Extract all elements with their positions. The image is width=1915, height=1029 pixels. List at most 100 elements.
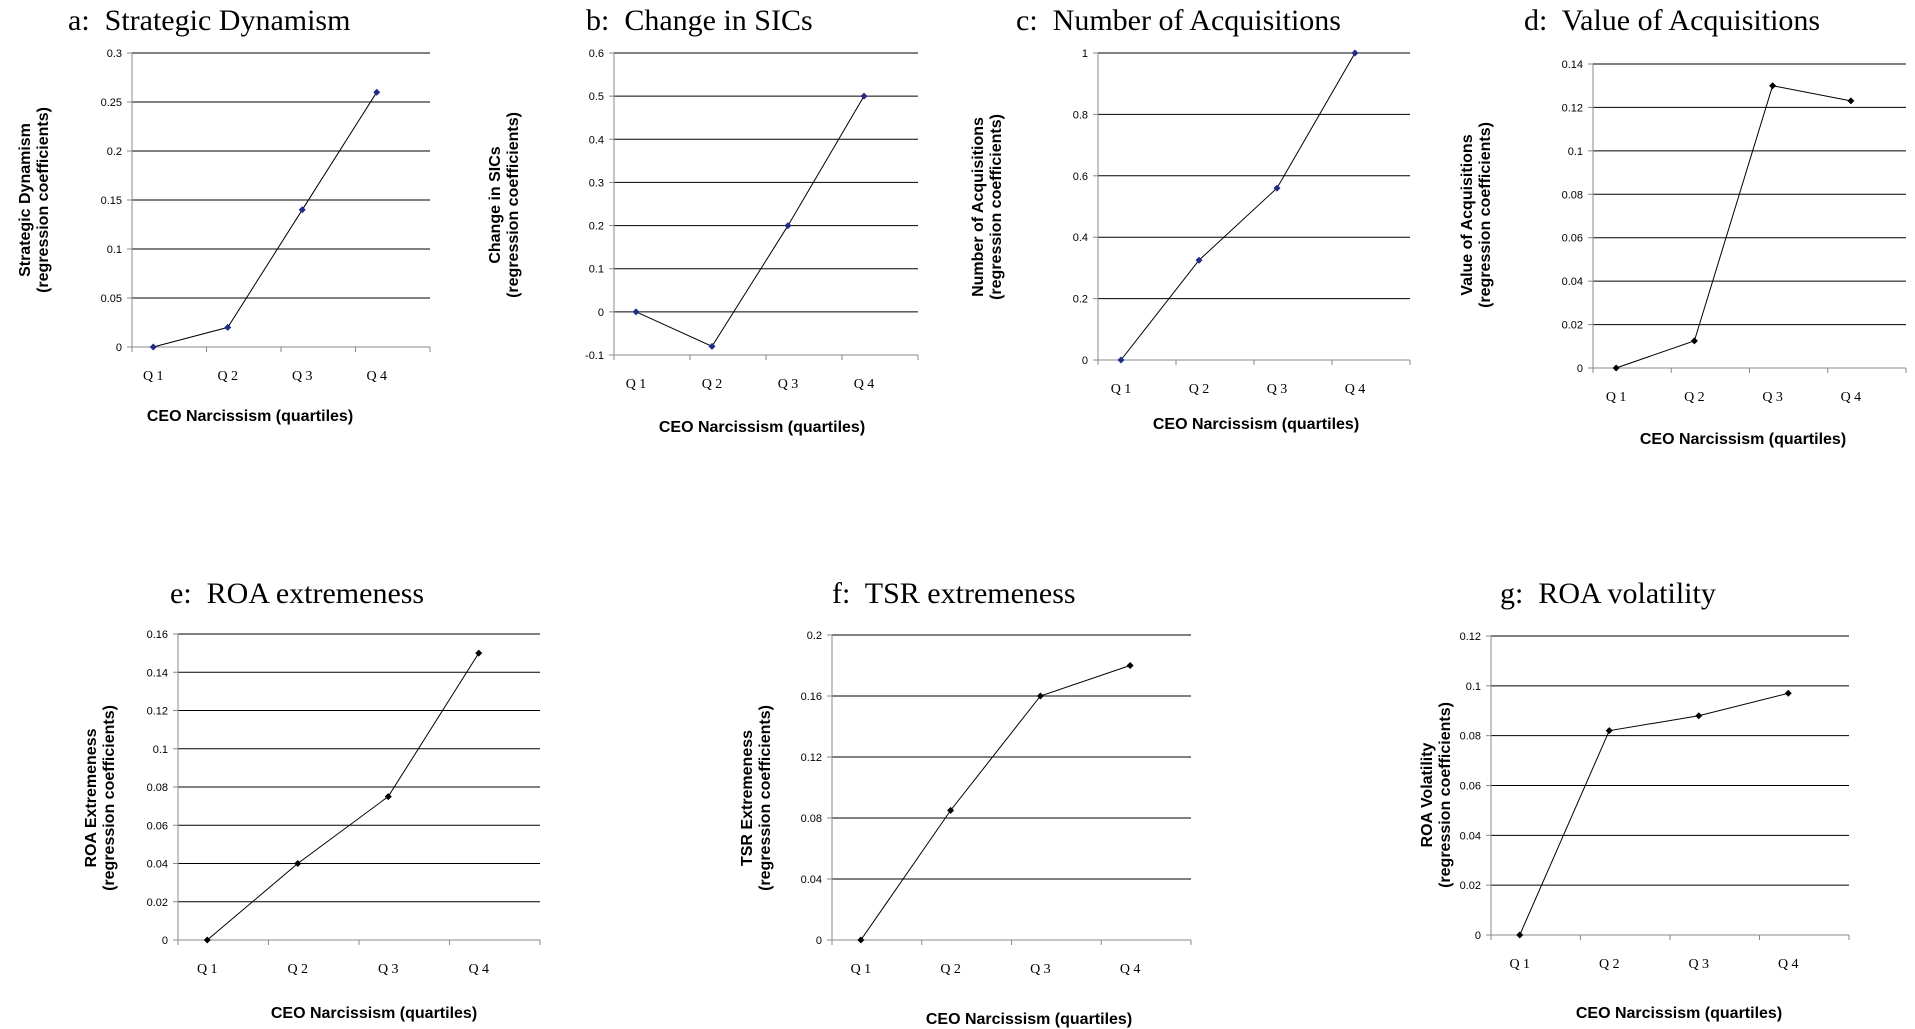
y-tick-label: 0 bbox=[1082, 355, 1088, 367]
y-tick-label: 0.12 bbox=[1562, 102, 1583, 114]
data-point bbox=[632, 308, 640, 316]
y-tick-label: 0.15 bbox=[101, 195, 122, 207]
y-axis-title-line: (regression coefficients) bbox=[988, 114, 1005, 300]
data-point bbox=[1847, 97, 1855, 105]
y-tick-label: 0.1 bbox=[107, 244, 122, 256]
y-tick-label: 0.2 bbox=[107, 146, 122, 158]
x-tick-label: Q 4 bbox=[1345, 382, 1366, 397]
y-tick-label: 0.2 bbox=[807, 630, 822, 642]
chart-panel-1: a: Strategic Dynamism 0 0.05 0.1 0.15 0.2 0.25… bbox=[17, 4, 431, 425]
y-tick-label: 0.08 bbox=[147, 782, 168, 794]
y-tick-label: 0.2 bbox=[589, 221, 604, 233]
y-axis-title: Number of Acquisitions(regression coeffi… bbox=[970, 114, 1005, 300]
y-tick-label: 0.1 bbox=[153, 744, 168, 756]
x-tick-label: Q 4 bbox=[1841, 390, 1862, 405]
x-tick-label: Q 3 bbox=[778, 377, 799, 392]
x-tick-label: Q 3 bbox=[1688, 957, 1709, 972]
y-axis-title-line: (regression coefficients) bbox=[1437, 702, 1454, 888]
x-tick-label: Q 1 bbox=[1509, 957, 1530, 972]
series-line bbox=[635, 95, 865, 348]
data-point bbox=[1126, 662, 1134, 669]
y-tick-label: 0.08 bbox=[801, 813, 822, 825]
x-tick-label: Q 1 bbox=[851, 962, 872, 977]
data-point bbox=[1273, 184, 1281, 192]
y-tick-label: 0.06 bbox=[1562, 233, 1583, 245]
y-tick-label: 0 bbox=[816, 935, 822, 947]
x-tick-label: Q 3 bbox=[1762, 390, 1783, 405]
x-tick-label: Q 2 bbox=[702, 377, 723, 392]
y-tick-label: 0.2 bbox=[1073, 294, 1088, 306]
y-tick-label: 0.14 bbox=[1562, 59, 1583, 71]
data-point bbox=[298, 206, 306, 214]
x-tick-label: Q 4 bbox=[1778, 957, 1799, 972]
x-tick-label: Q 2 bbox=[287, 962, 308, 977]
x-axis-title: CEO Narcissism (quartiles) bbox=[1640, 431, 1846, 448]
data-point bbox=[860, 92, 868, 100]
series-line bbox=[860, 665, 1131, 941]
x-tick-label: Q 2 bbox=[1684, 390, 1705, 405]
y-tick-label: 0.1 bbox=[1466, 681, 1481, 693]
y-axis-title-line: (regression coefficients) bbox=[35, 107, 52, 293]
data-point bbox=[1605, 727, 1613, 735]
y-tick-label: 0.4 bbox=[1073, 232, 1088, 244]
y-axis-title: ROA Extremeness(regression coefficients) bbox=[83, 705, 118, 891]
series-line bbox=[1120, 52, 1356, 361]
y-tick-label: 0.3 bbox=[589, 177, 604, 189]
data-point bbox=[149, 343, 157, 351]
x-tick-label: Q 1 bbox=[1606, 390, 1627, 405]
data-point bbox=[1769, 82, 1777, 90]
y-axis-title-line: Value of Acquisitions bbox=[1459, 134, 1476, 295]
data-point bbox=[373, 88, 381, 96]
y-tick-label: 0.4 bbox=[589, 134, 604, 146]
data-point bbox=[1117, 356, 1125, 364]
chart-title: d: Value of Acquisitions bbox=[1524, 4, 1820, 37]
x-tick-label: Q 4 bbox=[468, 962, 489, 977]
chart-title: b: Change in SICs bbox=[586, 4, 813, 37]
y-tick-label: 0.08 bbox=[1460, 731, 1481, 743]
data-point bbox=[947, 806, 955, 814]
y-tick-label: 0.16 bbox=[147, 629, 168, 641]
y-tick-label: 0.3 bbox=[107, 48, 122, 60]
y-tick-label: 0 bbox=[1577, 363, 1583, 375]
y-axis-title: ROA Volatility(regression coefficients) bbox=[1419, 702, 1454, 888]
x-tick-label: Q 3 bbox=[378, 962, 399, 977]
x-tick-label: Q 2 bbox=[1599, 957, 1620, 972]
x-axis-title: CEO Narcissism (quartiles) bbox=[271, 1005, 477, 1022]
y-tick-label: 0.12 bbox=[801, 752, 822, 764]
chart-panel-2: b: Change in SICs -0.1 0 0.1 0.2 0.3 0.4 0.5 0.6… bbox=[487, 4, 919, 436]
data-point bbox=[1695, 712, 1703, 720]
series-line bbox=[206, 652, 480, 941]
chart-title: a: Strategic Dynamism bbox=[68, 4, 350, 37]
y-tick-label: 0.04 bbox=[801, 874, 822, 886]
y-tick-label: 0.6 bbox=[1073, 171, 1088, 183]
y-tick-label: 0.02 bbox=[1562, 320, 1583, 332]
data-point bbox=[224, 323, 232, 331]
y-axis-title-line: ROA Extremeness bbox=[83, 728, 100, 867]
data-point bbox=[784, 222, 792, 230]
x-axis-title: CEO Narcissism (quartiles) bbox=[1153, 416, 1359, 433]
y-tick-label: 0.5 bbox=[589, 91, 604, 103]
y-tick-label: 0.04 bbox=[1460, 830, 1481, 842]
y-axis-title: Strategic Dynamism(regression coefficien… bbox=[17, 107, 52, 293]
data-point bbox=[857, 936, 865, 944]
x-tick-label: Q 3 bbox=[292, 369, 313, 384]
data-point bbox=[1195, 256, 1203, 264]
y-tick-label: 0.02 bbox=[1460, 880, 1481, 892]
data-point bbox=[1516, 931, 1524, 939]
x-axis-title: CEO Narcissism (quartiles) bbox=[147, 408, 353, 425]
x-tick-label: Q 4 bbox=[1120, 962, 1141, 977]
x-tick-label: Q 1 bbox=[1111, 382, 1132, 397]
data-point bbox=[1036, 692, 1044, 700]
y-axis-title: Change in SICs(regression coefficients) bbox=[487, 112, 522, 298]
y-axis-title-line: TSR Extremeness bbox=[739, 730, 756, 866]
x-axis-title: CEO Narcissism (quartiles) bbox=[926, 1011, 1132, 1028]
data-point bbox=[1784, 689, 1792, 697]
series-line bbox=[1519, 692, 1789, 936]
y-tick-label: 0.25 bbox=[101, 97, 122, 109]
x-tick-label: Q 1 bbox=[143, 369, 164, 384]
y-tick-label: 0.14 bbox=[147, 667, 168, 679]
chart-title: g: ROA volatility bbox=[1500, 577, 1716, 610]
y-tick-label: 0 bbox=[1475, 930, 1481, 942]
chart-panel-3: c: Number of Acquisitions 0 0.2 0.4 0.6 0.8 1 Q… bbox=[970, 4, 1411, 433]
